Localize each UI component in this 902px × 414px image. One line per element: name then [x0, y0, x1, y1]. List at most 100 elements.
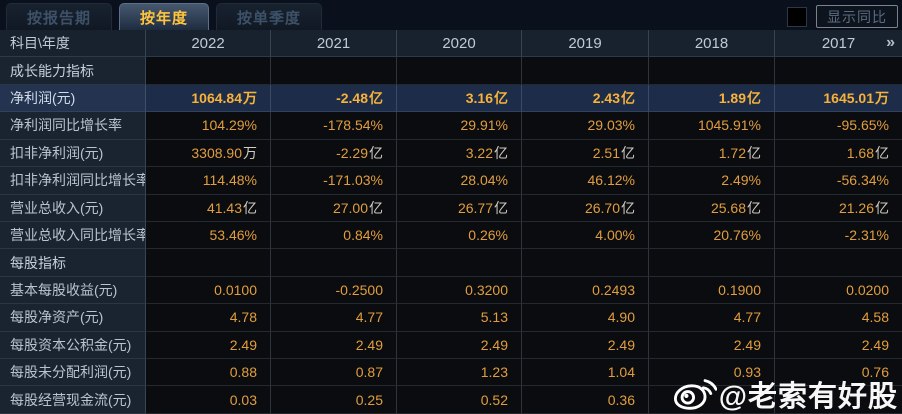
value-number: 0.26% — [468, 227, 508, 244]
value-unit: 亿 — [494, 90, 508, 107]
value-number: 2.49 — [355, 336, 383, 353]
value-cell: -95.65% — [775, 112, 902, 140]
value-number: 2.49% — [721, 172, 761, 189]
value-cell — [146, 249, 271, 277]
year-header-2018: 2018 — [649, 30, 775, 58]
value-cell: -0.2500 — [271, 276, 397, 305]
show-yoy-checkbox[interactable] — [787, 6, 807, 27]
value-number: -171.03% — [323, 172, 383, 189]
value-cell: 0.36 — [522, 386, 649, 414]
value-unit: 万 — [243, 90, 257, 107]
tabbar-controls: 显示同比 — [787, 3, 902, 30]
value-cell — [271, 57, 397, 85]
value-number: 53.46% — [209, 227, 257, 244]
show-yoy-button[interactable]: 显示同比 — [816, 5, 898, 28]
value-number: 0.84% — [343, 227, 383, 244]
section-row-label: 每股指标 — [0, 249, 146, 277]
value-number: 26.77 — [457, 199, 493, 216]
value-cell: 20.76% — [649, 221, 775, 250]
value-cell — [146, 57, 271, 85]
more-years-arrow-icon[interactable]: » — [886, 34, 895, 52]
value-cell: 21.26 亿 — [775, 194, 902, 222]
value-number: 1645.01 — [823, 90, 874, 107]
value-unit: 亿 — [621, 199, 635, 216]
period-tabbar: 按报告期 按年度 按单季度 显示同比 — [0, 0, 902, 30]
value-unit: 亿 — [369, 90, 383, 107]
value-number: 1064.84 — [191, 90, 242, 107]
value-number: 1.72 — [718, 144, 746, 161]
value-cell — [649, 249, 775, 277]
value-cell: 2.49 — [397, 331, 522, 360]
value-cell: 1645.01 万 — [775, 84, 902, 113]
value-cell: 1.04 — [522, 359, 649, 387]
year-header-2019: 2019 — [522, 30, 649, 58]
value-number: 28.04% — [460, 172, 508, 189]
value-cell: 114.48% — [146, 167, 271, 195]
value-cell: -171.03% — [271, 167, 397, 195]
value-cell — [397, 57, 522, 85]
row-label: 净利润(元) — [0, 84, 146, 113]
value-cell: 29.91% — [397, 112, 522, 140]
value-number: 0.52 — [480, 391, 508, 408]
value-cell — [775, 249, 902, 277]
value-number: 4.77 — [733, 309, 761, 326]
value-cell: 0.3200 — [397, 276, 522, 305]
value-number: 0.2493 — [592, 282, 635, 298]
value-cell: 4.00% — [522, 221, 649, 250]
value-cell: 2.49 — [522, 331, 649, 360]
value-number: 4.78 — [229, 309, 257, 326]
value-cell: 0.2493 — [522, 276, 649, 305]
row-label: 营业总收入同比增长率 — [0, 221, 146, 250]
value-number: 4.58 — [861, 309, 889, 326]
value-cell — [775, 57, 902, 85]
value-cell: 3.16 亿 — [397, 84, 522, 113]
value-cell: 4.78 — [146, 304, 271, 332]
value-unit: 亿 — [494, 144, 508, 161]
value-number: -0.2500 — [335, 282, 383, 298]
value-cell: 26.77 亿 — [397, 194, 522, 222]
value-cell: -2.29 亿 — [271, 139, 397, 168]
value-cell: 0.88 — [146, 359, 271, 387]
value-unit: 亿 — [875, 199, 889, 216]
value-cell: 3.22 亿 — [397, 139, 522, 168]
value-unit: 万 — [243, 144, 257, 161]
value-cell: 5.13 — [397, 304, 522, 332]
value-number: 1.68 — [846, 144, 874, 161]
tab-by-year[interactable]: 按年度 — [119, 3, 210, 30]
value-number: 41.43 — [206, 199, 242, 216]
row-label: 每股经营现金流(元) — [0, 386, 146, 414]
value-number: -178.54% — [323, 117, 383, 134]
tab-by-report-period[interactable]: 按报告期 — [6, 3, 113, 30]
value-number: 0.25 — [355, 391, 383, 408]
value-number: 2.49 — [607, 336, 635, 353]
row-label: 净利润同比增长率 — [0, 112, 146, 140]
value-cell — [649, 386, 775, 414]
value-cell: 2.51 亿 — [522, 139, 649, 168]
value-number: 0.36 — [607, 391, 635, 408]
value-cell: 0.52 — [397, 386, 522, 414]
year-header-2017: 2017 » — [775, 30, 902, 58]
value-number: 0.3200 — [465, 282, 508, 298]
value-cell: 4.90 — [522, 304, 649, 332]
value-cell: 28.04% — [397, 167, 522, 195]
value-number: 2.49 — [733, 336, 761, 353]
value-number: 20.76% — [713, 227, 761, 244]
value-number: 1.23 — [480, 364, 508, 381]
value-cell: 0.93 — [649, 359, 775, 387]
value-number: 0.0100 — [214, 282, 257, 298]
value-cell: 26.70 亿 — [522, 194, 649, 222]
value-unit: 亿 — [494, 199, 508, 216]
value-cell: 41.43 亿 — [146, 194, 271, 222]
tab-by-single-quarter[interactable]: 按单季度 — [216, 3, 323, 30]
value-cell: 29.03% — [522, 112, 649, 140]
value-cell: 27.00 亿 — [271, 194, 397, 222]
value-number: 3.16 — [465, 90, 493, 107]
value-cell — [522, 57, 649, 85]
value-cell: 25.68 亿 — [649, 194, 775, 222]
section-row-label: 成长能力指标 — [0, 57, 146, 85]
value-cell: 1.89 亿 — [649, 84, 775, 113]
value-cell: 4.77 — [649, 304, 775, 332]
value-cell: 46.12% — [522, 167, 649, 195]
value-number: 25.68 — [710, 199, 746, 216]
